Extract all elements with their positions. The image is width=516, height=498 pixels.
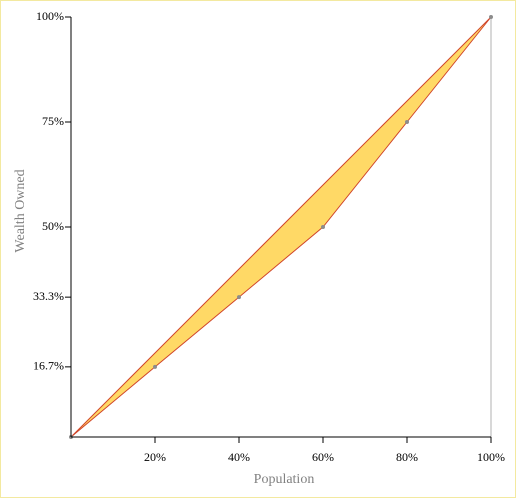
x-tick-label: 80% (396, 450, 418, 464)
inequality-area (154, 268, 240, 368)
inequality-area (322, 100, 408, 228)
y-tick-label: 50% (42, 219, 64, 233)
x-tick-label: 40% (228, 450, 250, 464)
point-marker (321, 225, 325, 229)
point-marker (153, 364, 157, 369)
x-tick-label: 20% (144, 450, 166, 464)
x-tick-label: 100% (477, 450, 505, 464)
x-tick-label: 60% (312, 450, 334, 464)
point-marker (237, 295, 241, 300)
y-tick-label: 16.7% (33, 359, 64, 373)
x-axis-title: Population (254, 472, 315, 487)
point-marker (489, 15, 493, 19)
inequality-area (238, 184, 324, 298)
y-tick-label: 75% (42, 114, 64, 128)
y-axis-title: Wealth Owned (13, 169, 28, 252)
point-marker (405, 120, 409, 124)
lorenz-curve (70, 16, 492, 438)
equality-line (70, 16, 492, 438)
y-tick-label: 33.3% (33, 289, 64, 303)
y-tick-label: 100% (36, 9, 64, 23)
